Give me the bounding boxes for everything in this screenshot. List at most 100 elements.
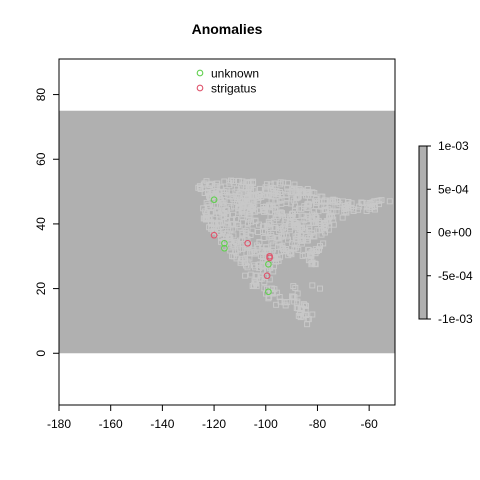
background-point [298,232,305,238]
background-point [273,202,280,209]
background-point [301,302,308,309]
background-point [215,231,222,238]
background-point [267,221,274,228]
background-point [339,214,346,221]
background-point [312,214,319,221]
background-point [264,191,271,198]
background-point [273,301,280,308]
background-point [239,213,246,220]
background-point [244,195,251,202]
background-point [204,188,211,195]
background-point [229,253,236,260]
plot-area: -180 -160 -140 -120 -100 -80 -60 0 20 40 60 80 [34,58,396,431]
background-point [253,272,260,279]
y-tick-label: 80 [34,88,48,102]
background-point [306,190,313,197]
background-point [321,207,328,213]
background-point [200,205,207,212]
x-tick-label: -80 [309,417,327,431]
background-point [267,208,273,215]
background-point [364,204,371,211]
background-point [272,198,279,205]
background-point [309,282,316,289]
background-point [336,200,343,207]
background-point [265,295,272,302]
background-point [291,241,298,248]
background-point [290,294,297,301]
background-point [323,218,330,225]
background-point [266,202,273,209]
background-point [329,213,335,220]
background-point [316,245,323,252]
background-point [307,252,314,259]
y-tick-label: 40 [34,217,48,231]
background-point [283,200,290,206]
plot-border [58,58,396,406]
background-point [237,259,244,266]
background-point [242,272,249,279]
background-point [249,227,256,234]
background-point [277,181,284,188]
background-point [260,254,267,260]
background-point [292,284,299,291]
background-point [333,208,340,215]
background-point [214,183,221,190]
background-point [304,321,311,328]
background-point [258,247,265,254]
background-point [289,210,296,217]
colorbar-tick-label: -1e-03 [438,312,473,326]
background-point [201,215,208,222]
background-point [263,244,270,251]
x-tick-label: -120 [202,417,226,431]
background-point [252,279,259,286]
background-point [282,302,289,309]
series-strigatus [210,231,273,280]
x-tick-label: -180 [47,417,71,431]
background-points [195,177,393,328]
x-axis: -180 -160 -140 -120 -100 -80 -60 [47,405,378,431]
x-tick-label: -140 [150,417,174,431]
background-point [282,215,289,222]
background-point [215,189,222,196]
background-point [301,311,308,318]
background-point [260,235,267,241]
background-point [244,236,251,243]
background-point [249,205,256,212]
background-point [287,249,294,256]
background-point [312,261,319,268]
background-point [269,289,276,296]
background-point [309,311,316,318]
y-axis: 0 20 40 60 80 [34,88,59,357]
background-point [256,239,263,246]
background-point [294,232,301,239]
point-strigatus [244,239,252,247]
colorbar-tick-label: 0e+00 [438,226,472,240]
background-point [262,184,269,191]
background-point [276,294,283,300]
background-point [293,195,300,202]
chart-title: Anomalies [192,21,263,37]
colorbar-tick-label: 5e-04 [438,182,469,196]
background-point [290,185,297,192]
background-point [212,215,219,222]
background-point [371,198,378,205]
background-point [273,190,280,197]
background-point [312,203,319,210]
background-point [289,187,296,194]
legend-label-unknown: unknown [211,67,259,81]
background-point [279,242,286,249]
background-point [313,199,319,206]
background-point [254,207,261,214]
background-point [205,201,212,208]
background-point [268,238,275,245]
background-point [341,208,348,215]
background-point [261,208,267,215]
background-point [230,211,236,218]
background-point [223,212,230,219]
background-point [348,200,355,207]
background-point [215,211,222,218]
legend-marker-unknown [196,69,204,77]
background-point [318,226,325,233]
point-unknown [265,260,272,268]
point-strigatus [263,272,271,280]
